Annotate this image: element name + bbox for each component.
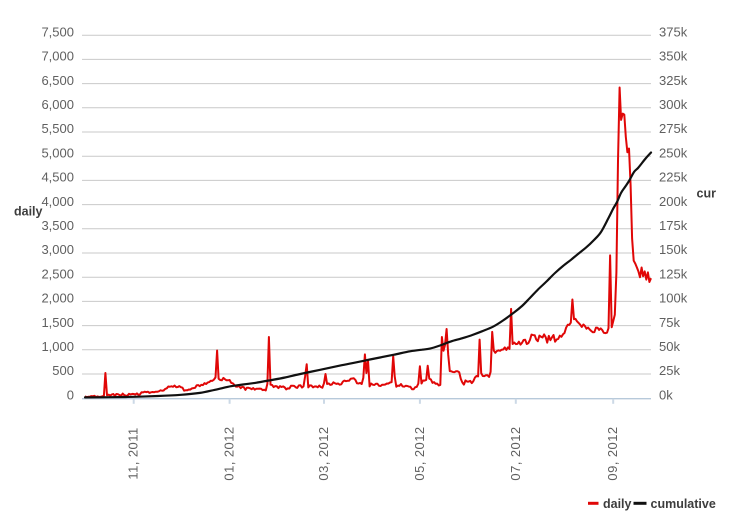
svg-text:50k: 50k [659, 339, 680, 354]
svg-text:125k: 125k [659, 266, 688, 281]
svg-text:300k: 300k [659, 97, 688, 112]
svg-text:150k: 150k [659, 242, 688, 257]
svg-text:2,000: 2,000 [41, 291, 74, 306]
svg-text:daily: daily [14, 205, 43, 219]
svg-text:09, 2012: 09, 2012 [605, 426, 620, 480]
svg-text:7,500: 7,500 [41, 24, 74, 39]
svg-text:2,500: 2,500 [41, 266, 74, 281]
svg-text:11, 2011: 11, 2011 [126, 427, 141, 479]
svg-text:cur: cur [697, 187, 717, 201]
svg-text:cumulative: cumulative [651, 497, 716, 511]
svg-text:4,000: 4,000 [41, 194, 74, 209]
svg-text:07, 2012: 07, 2012 [508, 426, 523, 480]
svg-text:6,500: 6,500 [41, 73, 74, 88]
svg-text:200k: 200k [659, 194, 688, 209]
svg-text:75k: 75k [659, 315, 680, 330]
svg-text:225k: 225k [659, 170, 688, 185]
svg-text:3,500: 3,500 [41, 218, 74, 233]
svg-text:100k: 100k [659, 291, 688, 306]
svg-text:3,000: 3,000 [41, 242, 74, 257]
svg-text:5,000: 5,000 [41, 145, 74, 160]
svg-text:325k: 325k [659, 73, 688, 88]
svg-text:0k: 0k [659, 387, 673, 402]
svg-text:0: 0 [67, 387, 74, 402]
svg-text:daily: daily [603, 497, 632, 511]
svg-text:350k: 350k [659, 49, 688, 64]
svg-text:05, 2012: 05, 2012 [412, 426, 427, 480]
svg-text:01, 2012: 01, 2012 [222, 426, 237, 480]
svg-text:4,500: 4,500 [41, 170, 74, 185]
svg-text:175k: 175k [659, 218, 688, 233]
svg-text:25k: 25k [659, 363, 680, 378]
svg-text:275k: 275k [659, 121, 688, 136]
svg-text:250k: 250k [659, 145, 688, 160]
svg-text:6,000: 6,000 [41, 97, 74, 112]
svg-text:7,000: 7,000 [41, 49, 74, 64]
svg-text:03, 2012: 03, 2012 [316, 426, 331, 480]
svg-text:375k: 375k [659, 24, 688, 39]
svg-text:1,000: 1,000 [41, 339, 74, 354]
svg-text:1,500: 1,500 [41, 315, 74, 330]
svg-text:5,500: 5,500 [41, 121, 74, 136]
svg-text:500: 500 [52, 363, 74, 378]
